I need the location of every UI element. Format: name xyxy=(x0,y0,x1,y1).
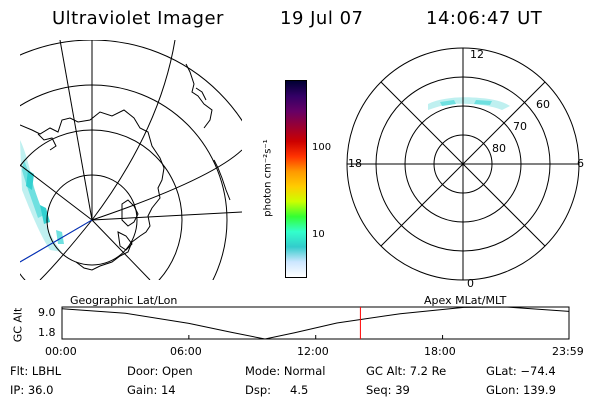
geographic-coords-title: Geographic Lat/Lon xyxy=(70,294,178,307)
gc-alt-info: GC Alt: 7.2 Re xyxy=(366,364,447,378)
door-info: Door: Open xyxy=(127,364,193,378)
time-tick-1200: 12:00 xyxy=(297,345,329,358)
mode-info: Mode: Normal xyxy=(245,364,326,378)
colorbar xyxy=(285,80,307,278)
colorbar-tick-10: 10 xyxy=(312,229,325,240)
mlat-label-60: 60 xyxy=(536,98,550,111)
time-tick-1800: 18:00 xyxy=(424,345,456,358)
glon-info: GLon: 139.9 xyxy=(486,383,556,397)
altitude-x-ticks xyxy=(61,335,570,339)
coastlines xyxy=(20,63,231,271)
colorbar-unit-label: photon cm⁻²s⁻¹ xyxy=(262,139,274,217)
altitude-axis-title: GC Alt xyxy=(11,307,25,343)
polar-grid xyxy=(346,47,580,281)
mlt-label-18: 18 xyxy=(348,157,362,170)
time-tick-0600: 06:00 xyxy=(170,345,202,358)
ip-info: IP: 36.0 xyxy=(10,383,54,397)
mlt-label-0: 0 xyxy=(467,277,474,290)
altitude-plot-frame xyxy=(61,306,570,340)
seq-info: Seq: 39 xyxy=(366,383,410,397)
gain-info: Gain: 14 xyxy=(127,383,176,397)
time-tick-0000: 00:00 xyxy=(45,345,77,358)
altitude-curve xyxy=(61,306,570,340)
altitude-tick-min: 1.8 xyxy=(38,326,56,339)
observation-time: 14:06:47 UT xyxy=(426,8,543,29)
colorbar-gradient xyxy=(286,81,306,277)
mlat-label-80: 80 xyxy=(492,142,506,155)
meridian-lines xyxy=(20,40,242,280)
aurora-emission-polar xyxy=(428,97,510,110)
dsp-label: Dsp: xyxy=(245,383,272,397)
dsp-value: 4.5 xyxy=(290,383,309,397)
geographic-globe xyxy=(20,40,242,280)
altitude-tick-max: 9.0 xyxy=(38,306,56,319)
latitude-circles xyxy=(20,40,242,280)
observation-date: 19 Jul 07 xyxy=(280,8,364,29)
time-tick-2359: 23:59 xyxy=(552,345,584,358)
colorbar-tick-100: 100 xyxy=(312,142,332,153)
mlt-label-6: 6 xyxy=(577,157,584,170)
apex-coords-title: Apex MLat/MLT xyxy=(424,294,507,307)
instrument-title: Ultraviolet Imager xyxy=(52,8,224,29)
mlat-label-70: 70 xyxy=(513,120,527,133)
glat-info: GLat: −74.4 xyxy=(486,364,556,378)
mlt-label-12: 12 xyxy=(470,48,484,61)
aurora-emission-geo xyxy=(20,140,64,252)
filter-info: Flt: LBHL xyxy=(10,364,62,378)
